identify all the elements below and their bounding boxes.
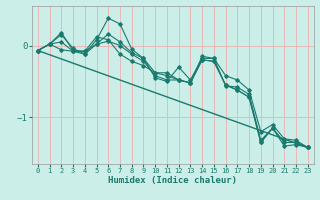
- X-axis label: Humidex (Indice chaleur): Humidex (Indice chaleur): [108, 176, 237, 185]
